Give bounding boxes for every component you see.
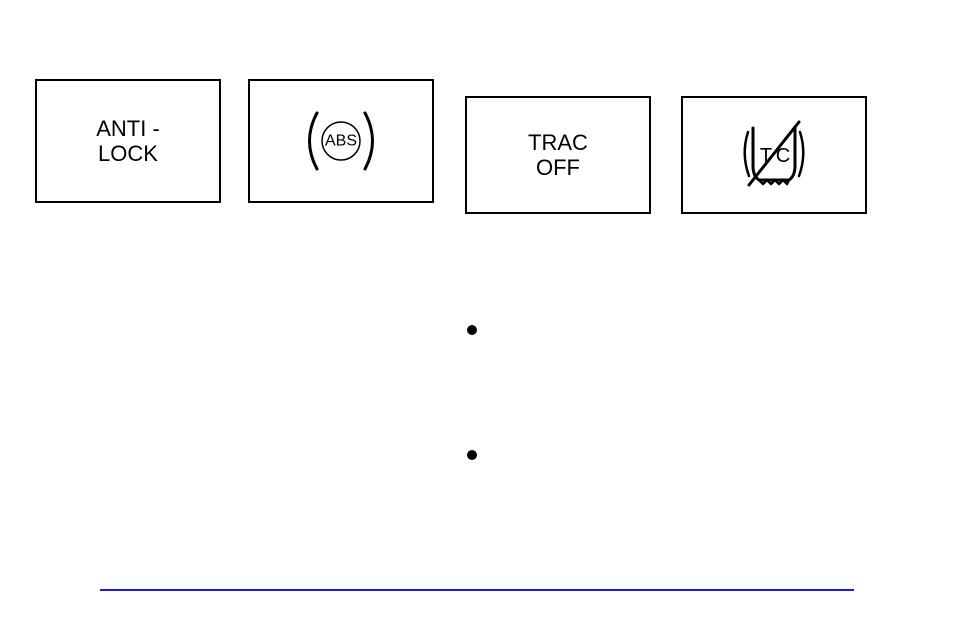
tc-off-indicator: T C bbox=[681, 96, 867, 214]
tc-off-icon: T C bbox=[719, 110, 829, 200]
bullet-dot bbox=[467, 325, 477, 335]
tc-label-t: T bbox=[760, 145, 772, 167]
bottom-divider bbox=[100, 589, 854, 591]
trac-off-line1: TRAC bbox=[528, 130, 588, 155]
anti-lock-line2: LOCK bbox=[98, 141, 158, 166]
abs-icon: ABS bbox=[286, 101, 396, 181]
trac-off-line2: OFF bbox=[536, 155, 580, 180]
abs-label-text: ABS bbox=[325, 133, 357, 150]
trac-off-label: TRAC OFF bbox=[528, 130, 588, 181]
tc-label-c: C bbox=[776, 145, 790, 167]
anti-lock-indicator: ANTI - LOCK bbox=[35, 79, 221, 203]
abs-indicator: ABS bbox=[248, 79, 434, 203]
bullet-dot bbox=[467, 450, 477, 460]
anti-lock-line1: ANTI - bbox=[96, 116, 160, 141]
trac-off-indicator: TRAC OFF bbox=[465, 96, 651, 214]
anti-lock-label: ANTI - LOCK bbox=[96, 116, 160, 167]
